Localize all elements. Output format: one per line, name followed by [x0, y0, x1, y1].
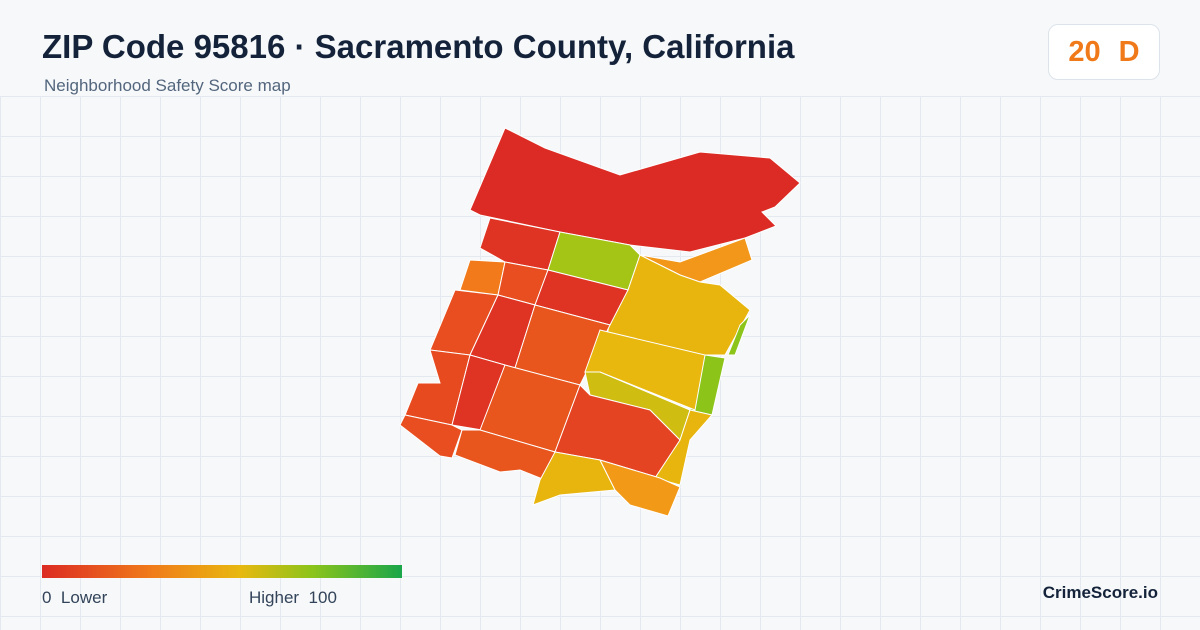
legend-min-label: Lower: [60, 588, 108, 607]
area: [454, 429, 556, 481]
legend-min-value: 0: [42, 588, 52, 607]
area: [599, 459, 681, 517]
area: [584, 329, 706, 411]
legend-max-value: 100: [308, 588, 337, 607]
subtitle: Neighborhood Safety Score map: [44, 76, 291, 95]
score-value: 20: [1068, 35, 1101, 68]
legend-max: Higher 100: [249, 588, 337, 608]
legend-min: 0 Lower: [42, 588, 107, 608]
title: ZIP Code 95816 · Sacramento County, Cali…: [42, 28, 795, 65]
brand: CrimeScore.io: [1042, 583, 1158, 602]
area: [727, 314, 751, 356]
score-badge: 20 D: [1048, 24, 1160, 80]
legend-gradient: [42, 565, 402, 578]
legend-max-label: Higher: [249, 588, 300, 607]
score-grade: D: [1118, 35, 1140, 68]
area: [654, 409, 713, 486]
area: [459, 259, 506, 296]
